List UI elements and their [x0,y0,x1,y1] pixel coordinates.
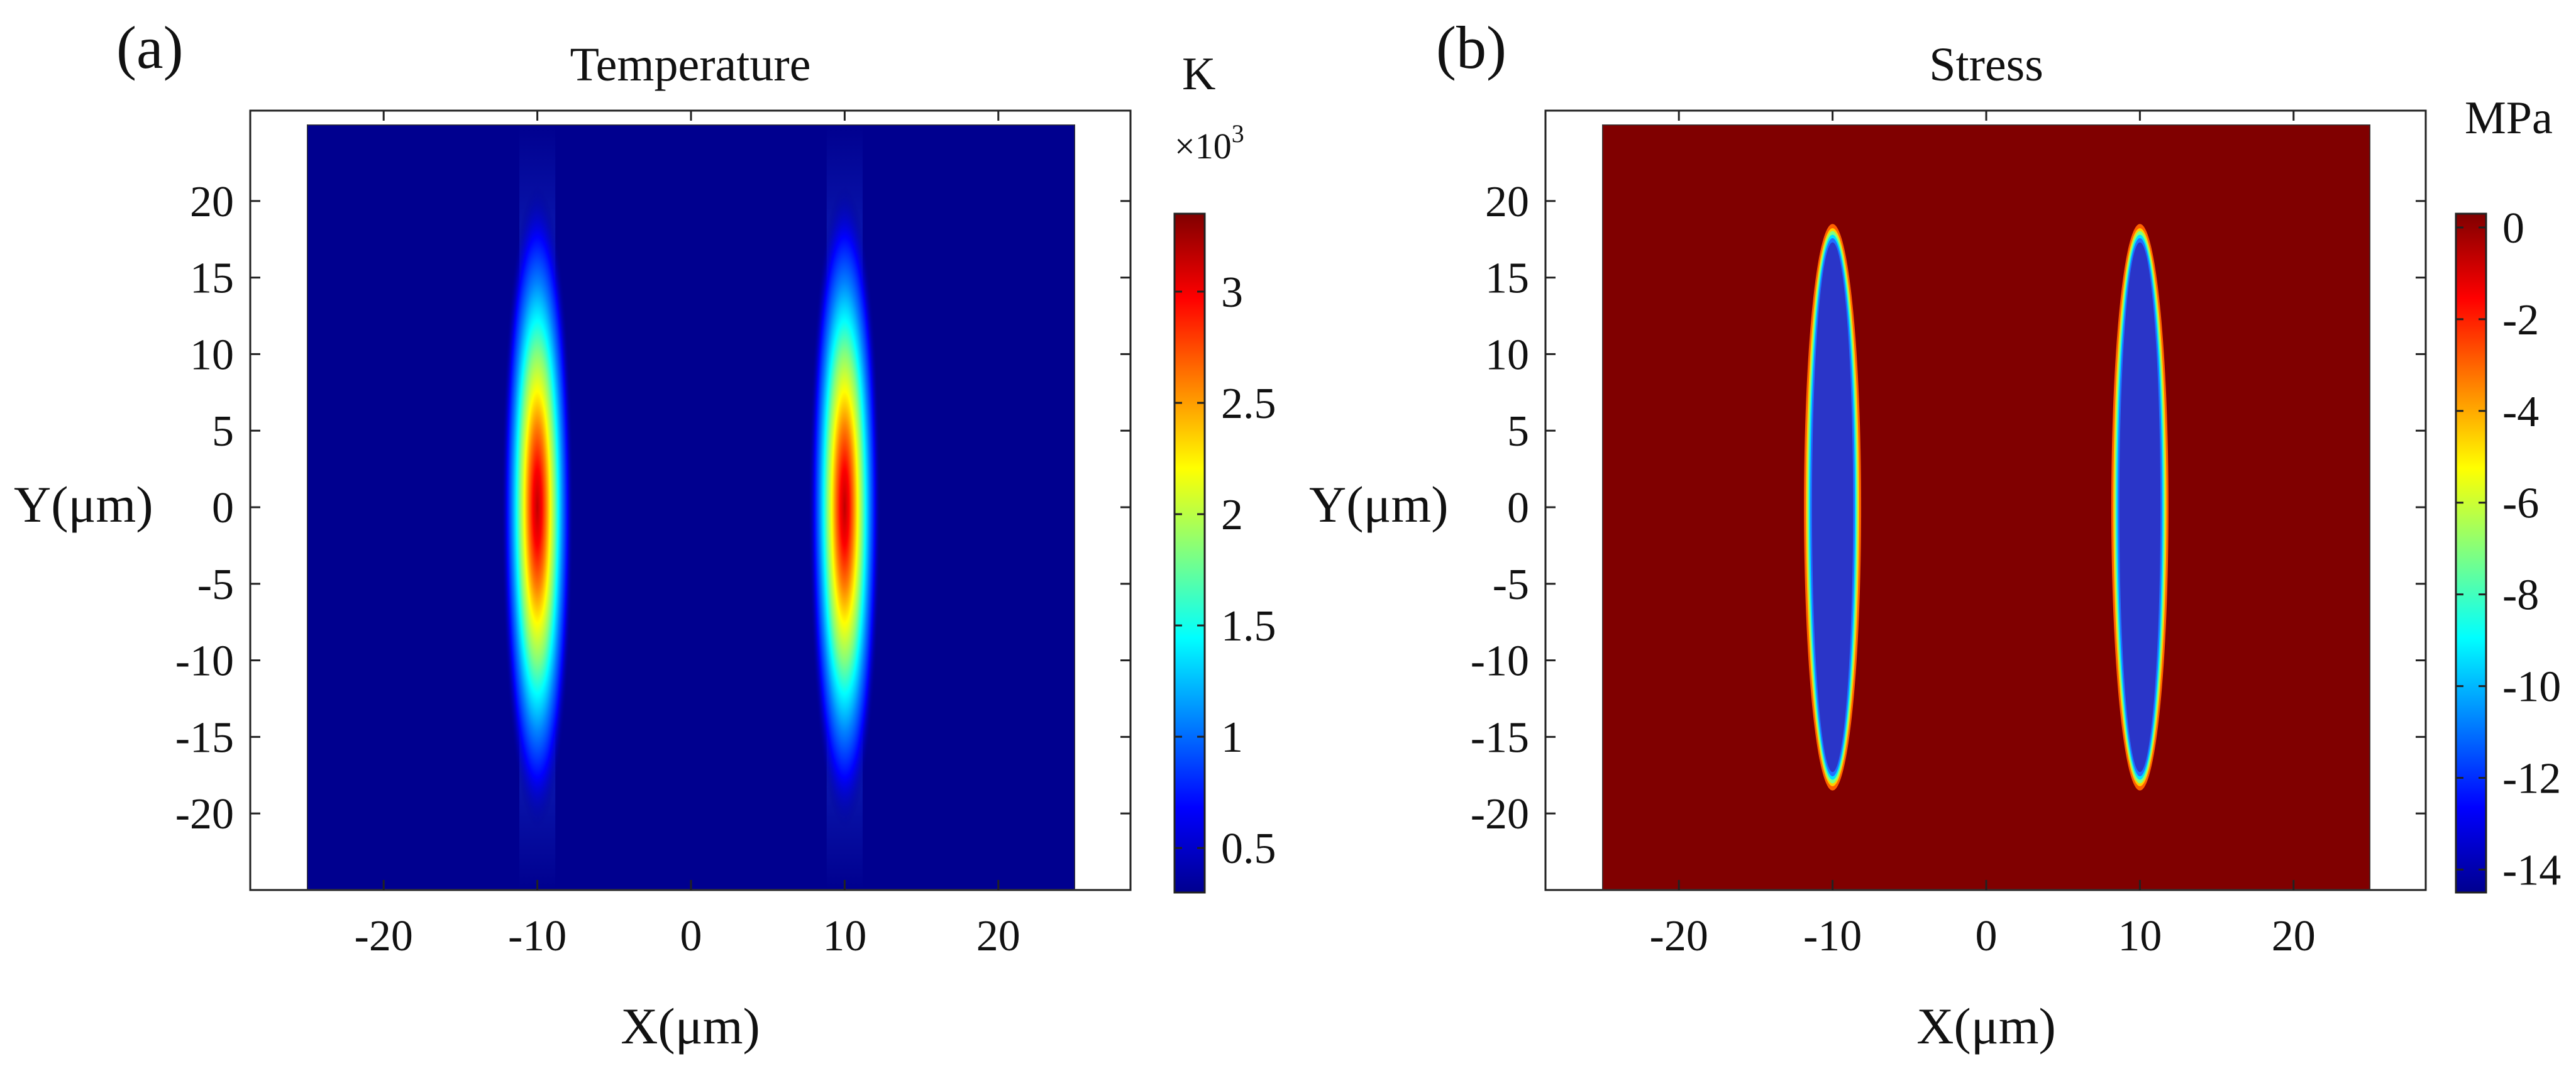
stress-y-tick-label: 20 [1485,178,1529,226]
temperature-y-tick-label: 0 [212,484,234,532]
temperature-x-tick-label: 10 [822,912,866,960]
stress-colorbar-tick-label: -14 [2502,847,2561,895]
stress-y-tick-label: 15 [1485,255,1529,303]
stress-y-tick-label: -10 [1471,637,1529,686]
temperature-colorbar-gradient [1173,212,1206,894]
stress-y-tick-label: 5 [1507,407,1529,456]
stress-colorbar-unit: MPa [2465,92,2553,144]
temperature-colorbar-tick-label: 2 [1221,491,1243,539]
temperature-colorbar-tick-label: 0.5 [1221,825,1276,873]
stress-colorbar-tick-label: -8 [2502,571,2539,620]
stress-colorbar-tick-label: -4 [2502,388,2539,436]
stress-x-tick-label: 20 [2272,912,2316,960]
temperature-y-tick-label: -5 [197,561,234,609]
temperature-colorbar: K ×103 0.511.522.53 [1173,48,1276,894]
stress-y-tick-label: 0 [1507,484,1529,532]
temperature-plot-area [307,124,1075,890]
temperature-ylabel: Y(μm) [14,476,153,533]
temperature-y-tick-label: -15 [175,713,234,762]
temperature-colorbar-tick-label: 3 [1221,268,1243,317]
temperature-multiplier-base: ×10 [1175,126,1232,167]
temperature-y-tick-label: 5 [212,407,234,456]
stress-colorbar-tick-label: 0 [2502,204,2524,253]
temperature-colorbar-multiplier: ×103 [1175,119,1244,167]
temperature-xlabel: X(μm) [621,997,760,1055]
temperature-colorbar-unit: K [1182,48,1215,100]
temperature-x-tick-label: -20 [355,912,413,960]
stress-x-tick-label: -10 [1803,912,1862,960]
temperature-background [307,124,1075,890]
stress-title: Stress [1929,38,2043,91]
stress-colorbar-tick-label: -6 [2502,480,2539,528]
temperature-y-tick-label: 20 [190,178,234,226]
temperature-y-tick-label: 15 [190,255,234,303]
panel-b-label: (b) [1436,14,1506,81]
stress-y-tick-label: 10 [1485,331,1529,379]
stress-colorbar: MPa 0 -2 -4 -6 -8 -10 -12 -14 [2455,92,2561,895]
stress-compressive-region [1811,242,1854,772]
stress-x-tick-label: -20 [1650,912,1708,960]
temperature-colorbar-tick-label: 2.5 [1221,380,1276,428]
temperature-y-tick-label: 10 [190,331,234,379]
stress-y-tick-label: -20 [1471,790,1529,838]
stress-colorbar-tick-label: -12 [2502,755,2561,803]
stress-xlabel: X(μm) [1916,997,2056,1055]
temperature-title: Temperature [570,38,811,91]
stress-colorbar-tick-label: -2 [2502,296,2539,344]
stress-y-tick-label: -5 [1493,561,1529,609]
stress-plot-area [1602,124,2370,890]
stress-y-tick-label: -15 [1471,713,1529,762]
temperature-panel: Temperature 20 15 10 5 0 -5 -10 -15 -20 -20 -10 0 1… [14,38,1276,1055]
temperature-colorbar-tick-label: 1.5 [1221,602,1276,651]
temperature-y-tick-label: -10 [175,637,234,686]
temperature-hot-spot [501,185,573,829]
temperature-x-tick-label: 0 [680,912,702,960]
temperature-y-tick-label: -20 [175,790,234,838]
temperature-x-tick-label: 20 [976,912,1020,960]
temperature-hot-spot [809,185,881,829]
stress-compressive-region [2119,242,2161,772]
stress-colorbar-tick-label: -10 [2502,663,2561,712]
stress-colorbar-gradient [2455,212,2487,894]
stress-x-tick-label: 10 [2118,912,2162,960]
stress-ylabel: Y(μm) [1309,476,1449,533]
temperature-colorbar-tick-label: 1 [1221,713,1243,762]
stress-x-tick-label: 0 [1976,912,1998,960]
temperature-x-tick-label: -10 [508,912,567,960]
panel-a-label: (a) [116,14,184,81]
stress-background [1602,124,2370,890]
temperature-multiplier-exponent: 3 [1232,119,1244,148]
